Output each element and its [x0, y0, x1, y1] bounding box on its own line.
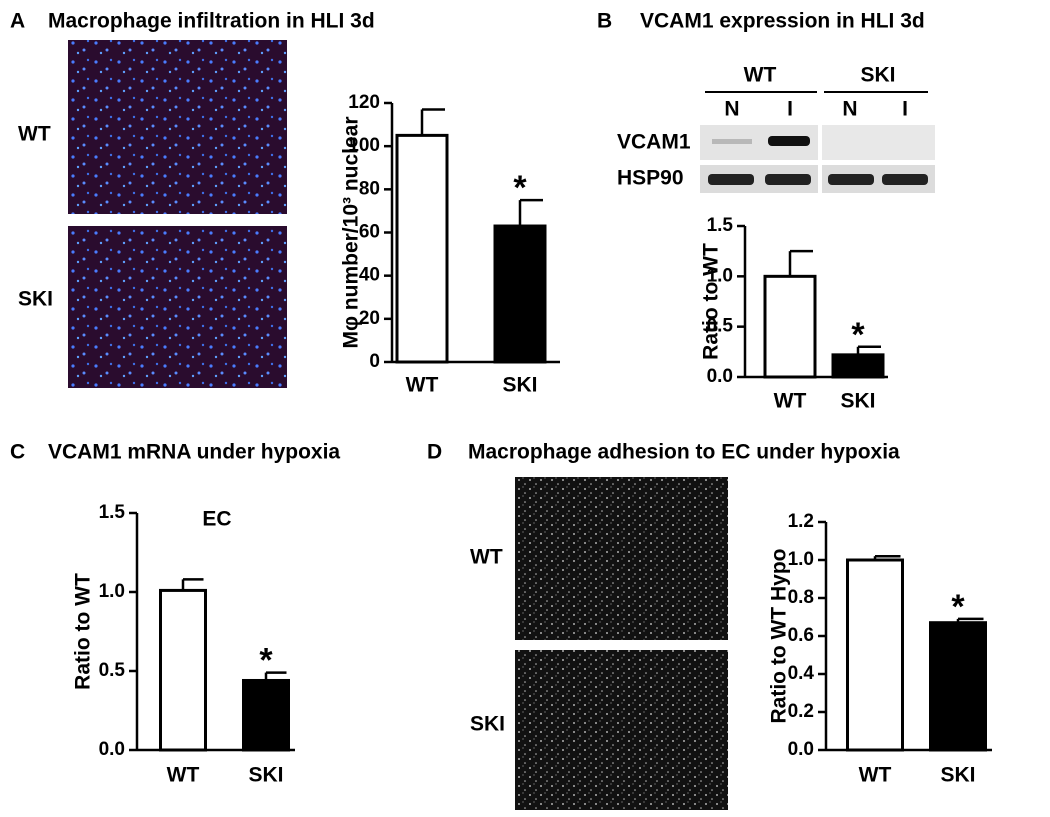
- blot-row-label: HSP90: [617, 167, 684, 190]
- y-axis-label: Ratio to WT Hypo: [768, 549, 791, 724]
- blot-group-label: SKI: [860, 64, 895, 87]
- micrograph: [68, 226, 287, 388]
- panel-label: D: [427, 441, 442, 464]
- y-tick-label: 0.4: [788, 663, 815, 684]
- blot-row-label: VCAM1: [617, 131, 691, 154]
- x-tick-label: SKI: [248, 764, 283, 787]
- y-tick-label: 1.0: [788, 549, 814, 570]
- y-tick-label: 0.0: [707, 366, 733, 387]
- western-blot: [700, 91, 935, 193]
- panel-label: C: [10, 441, 25, 464]
- panel-title: Macrophage infiltration in HLI 3d: [48, 10, 375, 33]
- y-tick-label: 0: [369, 351, 380, 372]
- bar: [242, 678, 290, 752]
- x-tick-label: SKI: [502, 374, 537, 397]
- blot-group-label: WT: [744, 64, 777, 87]
- y-tick-label: 0.5: [707, 316, 734, 337]
- y-tick-label: 0.6: [788, 625, 814, 646]
- significance-mark: *: [259, 642, 273, 680]
- micrograph: [68, 40, 287, 214]
- y-tick-label: 0.5: [99, 660, 126, 681]
- y-tick-label: 80: [359, 178, 380, 199]
- significance-mark: *: [513, 169, 527, 207]
- x-tick-label: WT: [859, 764, 892, 787]
- y-axis-label: Ratio to WT: [700, 243, 723, 360]
- y-tick-label: 120: [348, 92, 380, 113]
- y-tick-label: 1.0: [99, 581, 125, 602]
- y-tick-label: 100: [348, 135, 380, 156]
- blot-lane-label: N: [724, 98, 739, 121]
- bar: [831, 353, 885, 379]
- y-tick-label: 1.2: [788, 511, 814, 532]
- x-tick-label: SKI: [940, 764, 975, 787]
- y-tick-label: 0.0: [788, 739, 814, 760]
- blot-lane-label: I: [787, 98, 793, 121]
- y-axis-label: Ratio to WT: [72, 573, 95, 690]
- y-tick-label: 0.0: [99, 739, 125, 760]
- bar: [929, 621, 987, 752]
- significance-mark: *: [951, 588, 965, 626]
- x-tick-label: WT: [406, 374, 439, 397]
- bar: [159, 588, 207, 752]
- y-tick-label: 40: [359, 265, 380, 286]
- panel-label: B: [597, 10, 612, 33]
- panel-label: A: [10, 10, 25, 33]
- bar: [493, 224, 547, 364]
- bar: [763, 274, 817, 379]
- image-label: SKI: [470, 713, 505, 736]
- y-tick-label: 1.5: [99, 502, 126, 523]
- y-axis-label: Mφ number/10³ nuclear: [340, 116, 363, 348]
- image-label: WT: [18, 123, 51, 146]
- y-tick-label: 60: [359, 222, 380, 243]
- annotation: EC: [202, 508, 231, 531]
- blot-lane-label: I: [902, 98, 908, 121]
- panel-title: Macrophage adhesion to EC under hypoxia: [468, 441, 900, 464]
- y-tick-label: 1.5: [707, 215, 734, 236]
- bar: [395, 133, 449, 364]
- image-label: SKI: [18, 288, 53, 311]
- y-tick-label: 1.0: [707, 265, 733, 286]
- micrograph: [515, 477, 728, 640]
- y-tick-label: 0.2: [788, 701, 814, 722]
- significance-mark: *: [851, 316, 865, 354]
- x-tick-label: WT: [167, 764, 200, 787]
- image-label: WT: [470, 546, 503, 569]
- blot-lane-label: N: [842, 98, 857, 121]
- x-tick-label: SKI: [840, 390, 875, 413]
- y-tick-label: 0.8: [788, 587, 814, 608]
- panel-title: VCAM1 mRNA under hypoxia: [48, 441, 340, 464]
- y-tick-label: 20: [359, 308, 380, 329]
- panel-title: VCAM1 expression in HLI 3d: [640, 10, 925, 33]
- x-tick-label: WT: [774, 390, 807, 413]
- bar: [846, 558, 904, 752]
- micrograph: [515, 650, 728, 810]
